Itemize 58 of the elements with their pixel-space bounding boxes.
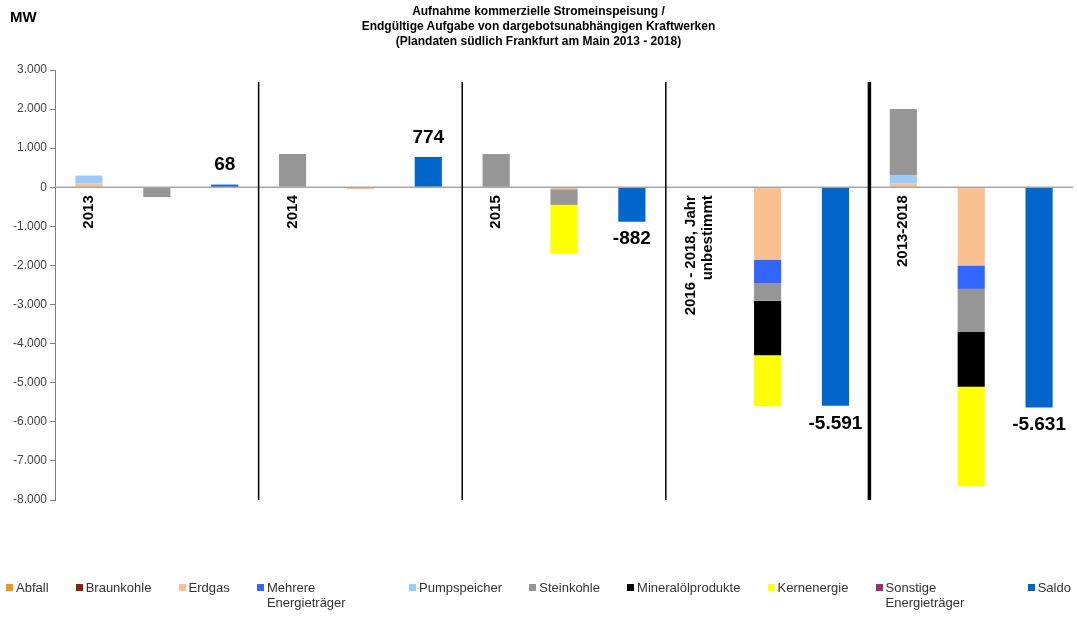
legend-label: Erdgas bbox=[188, 580, 230, 595]
y-tick-label: 2.000 bbox=[16, 101, 48, 116]
legend-label: Saldo bbox=[1037, 580, 1071, 595]
bar bbox=[550, 204, 578, 254]
y-tick-label: 0 bbox=[40, 179, 48, 194]
x-tick-label: 2013 bbox=[79, 195, 97, 229]
y-tick-label: 3.000 bbox=[16, 62, 48, 77]
x-tick-label: 2014 bbox=[282, 194, 300, 229]
bar bbox=[957, 331, 985, 387]
legend-label: Steinkohle bbox=[539, 580, 600, 595]
y-axis-title: MW bbox=[10, 8, 37, 25]
x-tick-label: 2016 - 2018, Jahr unbestimmt bbox=[681, 195, 716, 316]
bar bbox=[550, 189, 578, 205]
legend-label: Abfall bbox=[16, 580, 49, 595]
y-tick-label: 1.000 bbox=[16, 140, 48, 155]
chart-title: Aufnahme kommerzielle Stromeinspeisung / Endgültige Aufgabe von dargebotsunabhängigen Kraftwerken (Plandaten südlich Frankfurt am Main 2013 - 2018) bbox=[360, 4, 717, 49]
y-tick-label: -5.000 bbox=[12, 375, 48, 390]
legend-label: Mineralölprodukte bbox=[637, 580, 741, 595]
y-tick-label: -8.000 bbox=[12, 492, 48, 507]
y-tick-label: -2.000 bbox=[12, 257, 48, 272]
legend-label: Braunkohle bbox=[85, 580, 152, 595]
bar bbox=[211, 184, 239, 187]
bar bbox=[1025, 187, 1053, 408]
y-tick-label: -3.000 bbox=[12, 296, 48, 311]
data-label: 68 bbox=[214, 153, 236, 175]
bar bbox=[754, 283, 782, 301]
bar bbox=[482, 154, 510, 187]
bar bbox=[754, 259, 782, 284]
data-label: -5.631 bbox=[1012, 413, 1067, 435]
legend-label: Kernenergie bbox=[777, 580, 849, 595]
bar bbox=[957, 386, 985, 487]
legend-label: Mehrere Energieträger bbox=[266, 580, 347, 610]
bar bbox=[957, 288, 985, 332]
bar bbox=[754, 187, 782, 260]
bar bbox=[889, 183, 917, 187]
bar bbox=[143, 187, 171, 198]
x-tick-label: 2013-2018 bbox=[893, 195, 911, 268]
bar bbox=[889, 109, 917, 176]
y-tick-label: -4.000 bbox=[12, 335, 48, 350]
data-label: 774 bbox=[412, 125, 445, 147]
bar bbox=[75, 175, 103, 184]
legend-label: Sonstige Energieträger bbox=[885, 580, 966, 610]
bar bbox=[957, 187, 985, 266]
data-label: -882 bbox=[612, 227, 651, 249]
data-label: -5.591 bbox=[808, 411, 863, 433]
bar bbox=[754, 355, 782, 407]
y-tick-label: -1.000 bbox=[12, 218, 48, 233]
bar bbox=[414, 157, 442, 187]
y-tick-label: -7.000 bbox=[12, 453, 48, 468]
bar bbox=[821, 187, 850, 406]
y-tick-label: -6.000 bbox=[12, 414, 48, 429]
legend-label: Pumpspeicher bbox=[419, 580, 503, 595]
bar bbox=[957, 265, 985, 289]
x-tick-label: 2015 bbox=[486, 195, 504, 229]
bar bbox=[278, 154, 307, 187]
bar bbox=[75, 183, 103, 187]
bar bbox=[754, 300, 782, 356]
bar bbox=[618, 187, 646, 222]
